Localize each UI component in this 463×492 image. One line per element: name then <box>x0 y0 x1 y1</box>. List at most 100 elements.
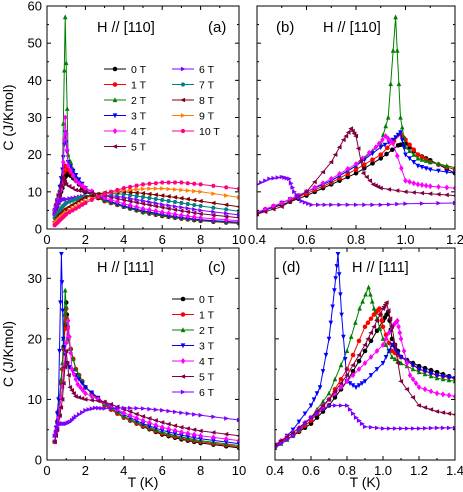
panel-c: 0 2 4 6 8 10 0 10 20 30 H // [111] (c) C (J/Kmol) T (… <box>0 247 246 490</box>
legend-marker <box>180 129 186 133</box>
data-point <box>411 151 417 157</box>
legend-label: 10 T <box>199 126 220 138</box>
data-point <box>440 374 446 379</box>
data-point <box>411 147 417 153</box>
data-point <box>140 198 146 204</box>
data-point <box>410 395 416 400</box>
data-point <box>275 442 278 448</box>
data-point <box>386 340 392 346</box>
data-point <box>294 192 300 198</box>
data-point <box>68 350 73 356</box>
data-point <box>334 264 340 269</box>
data-point <box>410 363 416 368</box>
data-point <box>399 137 405 143</box>
data-point <box>61 159 66 166</box>
data-point <box>380 361 386 366</box>
y-tick-label: 0 <box>35 222 42 237</box>
data-point <box>134 406 140 411</box>
data-point <box>344 348 350 353</box>
data-point <box>371 305 377 311</box>
data-point <box>64 106 70 111</box>
data-point <box>338 384 344 391</box>
data-point <box>57 348 62 354</box>
data-point <box>393 135 398 141</box>
plot-area <box>257 14 455 217</box>
data-point <box>223 207 229 212</box>
data-point <box>341 334 346 340</box>
data-point <box>197 198 203 204</box>
data-point <box>73 376 79 383</box>
data-point <box>419 156 425 162</box>
data-point <box>361 162 367 167</box>
data-point <box>63 206 69 211</box>
data-point <box>82 195 88 200</box>
data-point <box>336 144 342 150</box>
data-point <box>314 415 320 420</box>
data-point <box>344 403 350 408</box>
data-point <box>153 418 158 423</box>
data-point <box>373 144 379 151</box>
data-point <box>392 426 398 431</box>
data-point <box>128 196 133 201</box>
data-point <box>59 252 64 257</box>
legend-marker <box>180 82 186 87</box>
data-point <box>368 373 374 378</box>
data-point <box>339 312 344 318</box>
data-point <box>386 202 392 207</box>
y-tick-label: 10 <box>28 392 42 407</box>
data-point <box>434 373 440 378</box>
data-point <box>121 186 127 191</box>
data-point <box>64 197 69 202</box>
data-point <box>153 186 159 191</box>
y-tick-label: 40 <box>28 73 42 88</box>
data-point <box>413 380 419 387</box>
data-point <box>82 189 88 195</box>
data-point <box>353 202 359 208</box>
data-point <box>365 336 371 342</box>
data-point <box>370 202 376 208</box>
data-point <box>428 371 434 376</box>
data-point <box>172 180 178 185</box>
data-point <box>344 378 350 385</box>
legend-label: 4 T <box>199 356 215 368</box>
data-point <box>197 211 203 217</box>
data-point <box>326 403 332 408</box>
data-point <box>185 434 191 440</box>
data-point <box>76 180 82 187</box>
data-point <box>70 356 76 362</box>
data-point <box>223 436 229 442</box>
data-point <box>172 431 178 437</box>
data-point <box>446 375 452 380</box>
data-point <box>211 414 217 420</box>
data-point <box>165 194 171 199</box>
data-point <box>444 192 449 198</box>
data-point <box>378 185 383 191</box>
data-point <box>69 366 75 373</box>
x-tick-label: 1.2 <box>446 232 463 247</box>
legend-marker <box>112 82 118 87</box>
data-point <box>160 202 165 207</box>
data-point <box>70 172 76 179</box>
y-tick-label: 20 <box>28 331 42 346</box>
data-point <box>407 178 412 185</box>
legend-marker <box>180 374 186 379</box>
data-point <box>278 438 284 444</box>
data-point <box>317 385 323 391</box>
data-point <box>61 336 66 342</box>
data-point <box>185 426 190 431</box>
data-point <box>236 437 239 444</box>
panel-label: (c) <box>208 259 226 276</box>
data-point <box>133 411 139 417</box>
data-point <box>332 403 338 408</box>
data-point <box>56 196 61 203</box>
data-point <box>89 397 94 403</box>
data-point <box>223 440 229 445</box>
data-point <box>320 398 326 404</box>
legend-marker <box>180 97 186 103</box>
data-point <box>82 397 88 402</box>
data-point <box>326 336 332 342</box>
data-point <box>374 425 380 431</box>
data-point <box>185 430 191 437</box>
data-point <box>62 67 67 73</box>
data-point <box>404 360 410 367</box>
